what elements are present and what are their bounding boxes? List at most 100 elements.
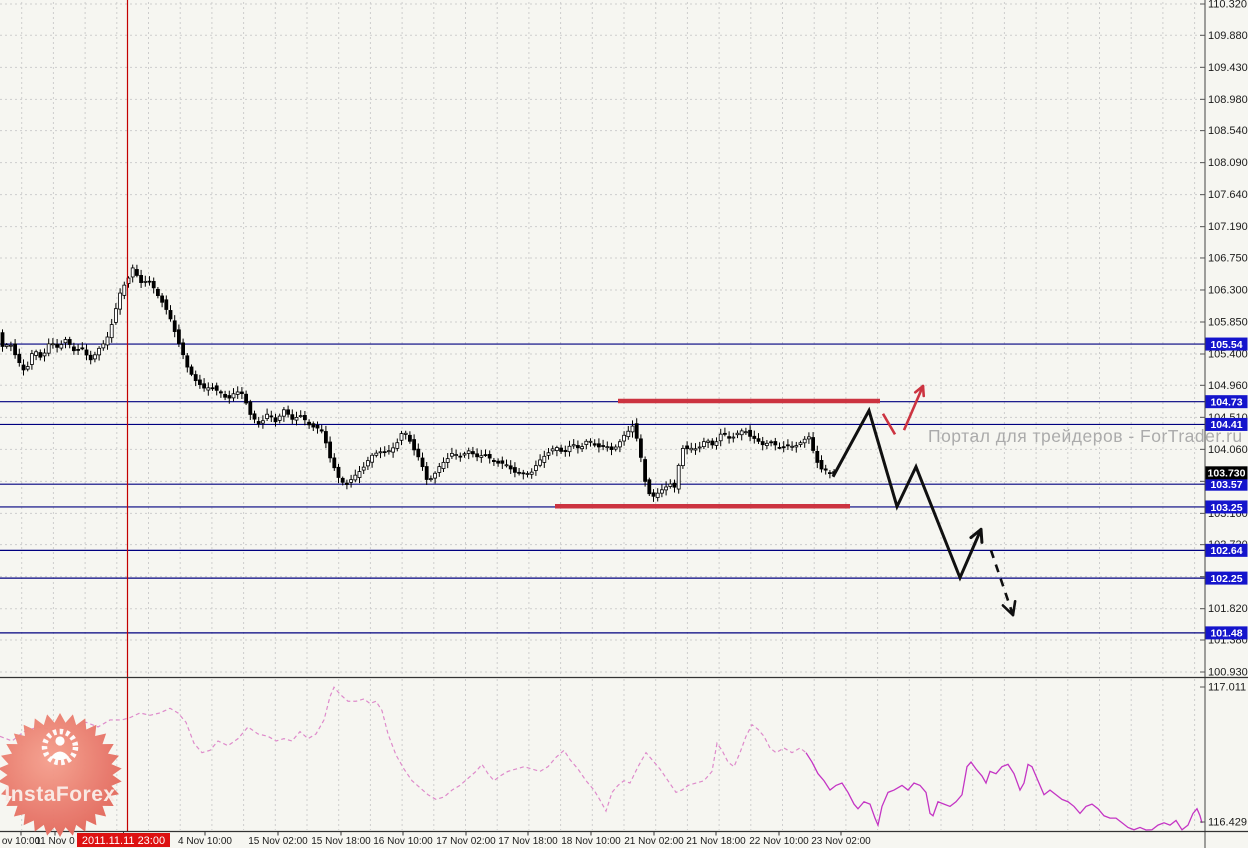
candle-body bbox=[643, 459, 647, 482]
time-label: ov 10:00 bbox=[2, 836, 41, 847]
y-axis-label: 108.090 bbox=[1208, 157, 1248, 169]
arrow-head bbox=[913, 384, 925, 394]
indicator-axis-label: 117.011 bbox=[1208, 682, 1246, 694]
candle-body bbox=[298, 415, 303, 418]
candle-body bbox=[571, 444, 576, 447]
candle-body bbox=[626, 430, 631, 438]
candle-body bbox=[340, 477, 345, 483]
candle-body bbox=[378, 451, 383, 454]
time-label: 21 Nov 18:00 bbox=[686, 836, 746, 847]
candles-layer bbox=[0, 264, 836, 502]
candle-body bbox=[428, 478, 433, 481]
candle-body bbox=[172, 320, 177, 332]
price-level-badge bbox=[1205, 337, 1248, 351]
candle-body bbox=[748, 429, 752, 437]
y-axis-label: 108.540 bbox=[1208, 125, 1248, 137]
candle-body bbox=[702, 441, 706, 448]
candle-body bbox=[370, 454, 375, 463]
candle-body bbox=[365, 460, 370, 467]
candle-body bbox=[470, 451, 475, 455]
level-lines-layer[interactable] bbox=[0, 343, 1205, 634]
candle-body bbox=[109, 324, 114, 339]
oscillator-layer bbox=[0, 686, 1203, 831]
candle-body bbox=[55, 343, 59, 348]
y-axis-label: 101.820 bbox=[1208, 603, 1248, 615]
candle-body bbox=[134, 269, 139, 276]
candle-body bbox=[382, 451, 387, 454]
time-marker-box: 2011.11.11 23:00 bbox=[77, 833, 170, 847]
candle-body bbox=[4, 344, 9, 347]
candle-body bbox=[25, 366, 30, 370]
candle-body bbox=[454, 454, 459, 456]
candle-body bbox=[248, 401, 253, 415]
candle-body bbox=[500, 460, 505, 464]
candle-body bbox=[181, 342, 186, 356]
candle-body bbox=[466, 450, 471, 454]
candle-body bbox=[592, 443, 597, 446]
candle-body bbox=[139, 275, 144, 283]
time-label: 21 Nov 02:00 bbox=[624, 836, 684, 847]
candle-body bbox=[525, 473, 530, 475]
price-axis: 110.320 109.880 109.430 108.980 108.540 108.0… bbox=[1200, 0, 1248, 679]
candle-body bbox=[386, 450, 391, 453]
candle-body bbox=[727, 436, 731, 439]
candle-body bbox=[756, 438, 761, 442]
annotations-layer[interactable] bbox=[831, 384, 1017, 617]
candle-body bbox=[231, 393, 236, 399]
candle-body bbox=[164, 299, 169, 310]
y-axis-label: 109.430 bbox=[1208, 62, 1248, 74]
candle-body bbox=[479, 455, 484, 458]
candle-body bbox=[76, 349, 80, 351]
candle-body bbox=[214, 385, 219, 391]
candle-body bbox=[828, 472, 832, 474]
candle-body bbox=[588, 440, 593, 443]
price-badge-label: 103.730 bbox=[1208, 468, 1246, 480]
price-badge-label: 104.73 bbox=[1210, 396, 1242, 408]
arrow-head bbox=[1011, 599, 1017, 617]
candle-body bbox=[399, 433, 404, 441]
y-axis-label: 110.320 bbox=[1208, 0, 1247, 11]
candle-body bbox=[433, 472, 438, 479]
candle-body bbox=[773, 441, 778, 446]
candle-body bbox=[290, 414, 295, 420]
candle-body bbox=[269, 415, 274, 418]
red-arrow-dash bbox=[881, 413, 897, 436]
price-level-badge bbox=[1205, 395, 1248, 409]
logo-gear-person-icon bbox=[41, 728, 79, 766]
y-axis-label: 108.980 bbox=[1208, 94, 1248, 106]
candle-body bbox=[807, 436, 811, 440]
candle-body bbox=[42, 352, 47, 357]
price-badge-label: 103.57 bbox=[1210, 479, 1242, 491]
candle-body bbox=[496, 460, 501, 464]
candle-body bbox=[8, 344, 13, 347]
candle-body bbox=[668, 483, 673, 487]
candle-body bbox=[13, 343, 18, 356]
candle-body bbox=[353, 474, 358, 481]
support-resistance-layer[interactable] bbox=[555, 398, 880, 509]
candle-body bbox=[555, 447, 559, 451]
candle-body bbox=[458, 455, 463, 458]
time-marker-badge bbox=[77, 833, 170, 847]
price-badge-label: 102.64 bbox=[1210, 545, 1242, 557]
time-label: 22 Nov 10:00 bbox=[749, 836, 809, 847]
candle-body bbox=[357, 471, 362, 478]
candle-body bbox=[660, 489, 664, 494]
candle-body bbox=[72, 346, 76, 352]
candle-body bbox=[802, 438, 807, 444]
candle-body bbox=[811, 437, 815, 451]
candle-body bbox=[0, 332, 5, 347]
price-badge-label: 103.25 bbox=[1210, 502, 1242, 514]
candle-body bbox=[244, 393, 249, 404]
candle-body bbox=[218, 391, 223, 394]
candle-body bbox=[67, 339, 72, 345]
candle-body bbox=[17, 353, 22, 364]
time-marker-badge-label: 2011.11.11 23:00 bbox=[82, 835, 165, 847]
candle-body bbox=[332, 457, 337, 469]
arrow-head bbox=[1001, 604, 1015, 617]
candle-body bbox=[202, 383, 207, 389]
oscillator-line-solid bbox=[805, 752, 1203, 831]
candle-body bbox=[412, 439, 417, 451]
